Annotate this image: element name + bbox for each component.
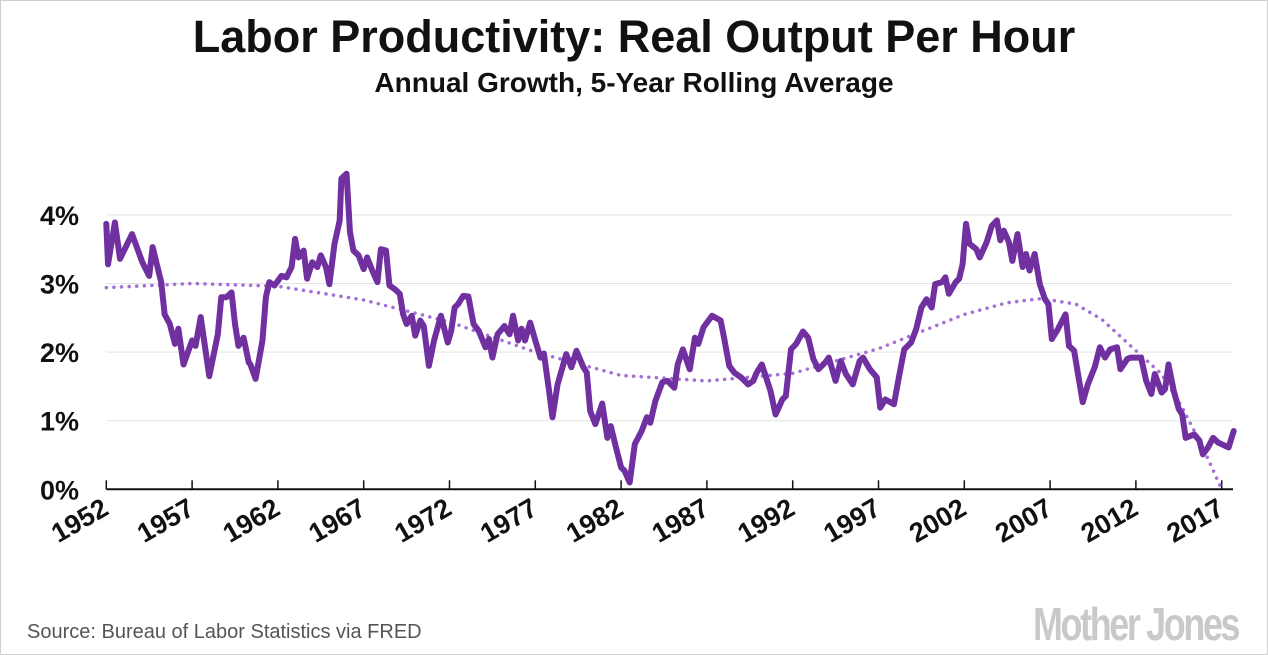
x-tick-label: 1967 bbox=[304, 493, 371, 549]
productivity-line bbox=[103, 170, 1237, 486]
x-tick-label: 2012 bbox=[1076, 493, 1143, 549]
x-tick-label: 1972 bbox=[389, 493, 456, 549]
x-tick-label: 1987 bbox=[647, 493, 714, 549]
x-tick-label: 1997 bbox=[818, 493, 885, 549]
x-tick-label: 1957 bbox=[132, 493, 199, 549]
x-tick-label: 2002 bbox=[904, 493, 971, 549]
x-tick-label: 1977 bbox=[475, 493, 542, 549]
y-tick-label: 1% bbox=[40, 407, 79, 437]
line-chart: 0%1%2%3%4%1952 1957 1962 1967 1972 1977 1982 19… bbox=[40, 170, 1237, 549]
y-tick-label: 2% bbox=[40, 338, 79, 368]
y-tick-label: 0% bbox=[40, 475, 79, 505]
chart-title: Labor Productivity: Real Output Per Hour bbox=[192, 11, 1076, 62]
chart-subtitle: Annual Growth, 5-Year Rolling Average bbox=[374, 67, 894, 98]
x-tick-label: 1982 bbox=[561, 493, 628, 549]
x-tick-label: 1962 bbox=[218, 493, 285, 549]
source-note: Source: Bureau of Labor Statistics via F… bbox=[27, 621, 422, 643]
x-tick-label: 1992 bbox=[733, 493, 800, 549]
mother-jones-logo: Mother Jones bbox=[1033, 598, 1241, 650]
x-tick-label: 2017 bbox=[1162, 493, 1229, 549]
y-tick-label: 4% bbox=[40, 201, 79, 231]
x-tick-label: 2007 bbox=[990, 493, 1057, 549]
trend-line bbox=[104, 281, 1224, 492]
y-tick-label: 3% bbox=[40, 270, 79, 300]
